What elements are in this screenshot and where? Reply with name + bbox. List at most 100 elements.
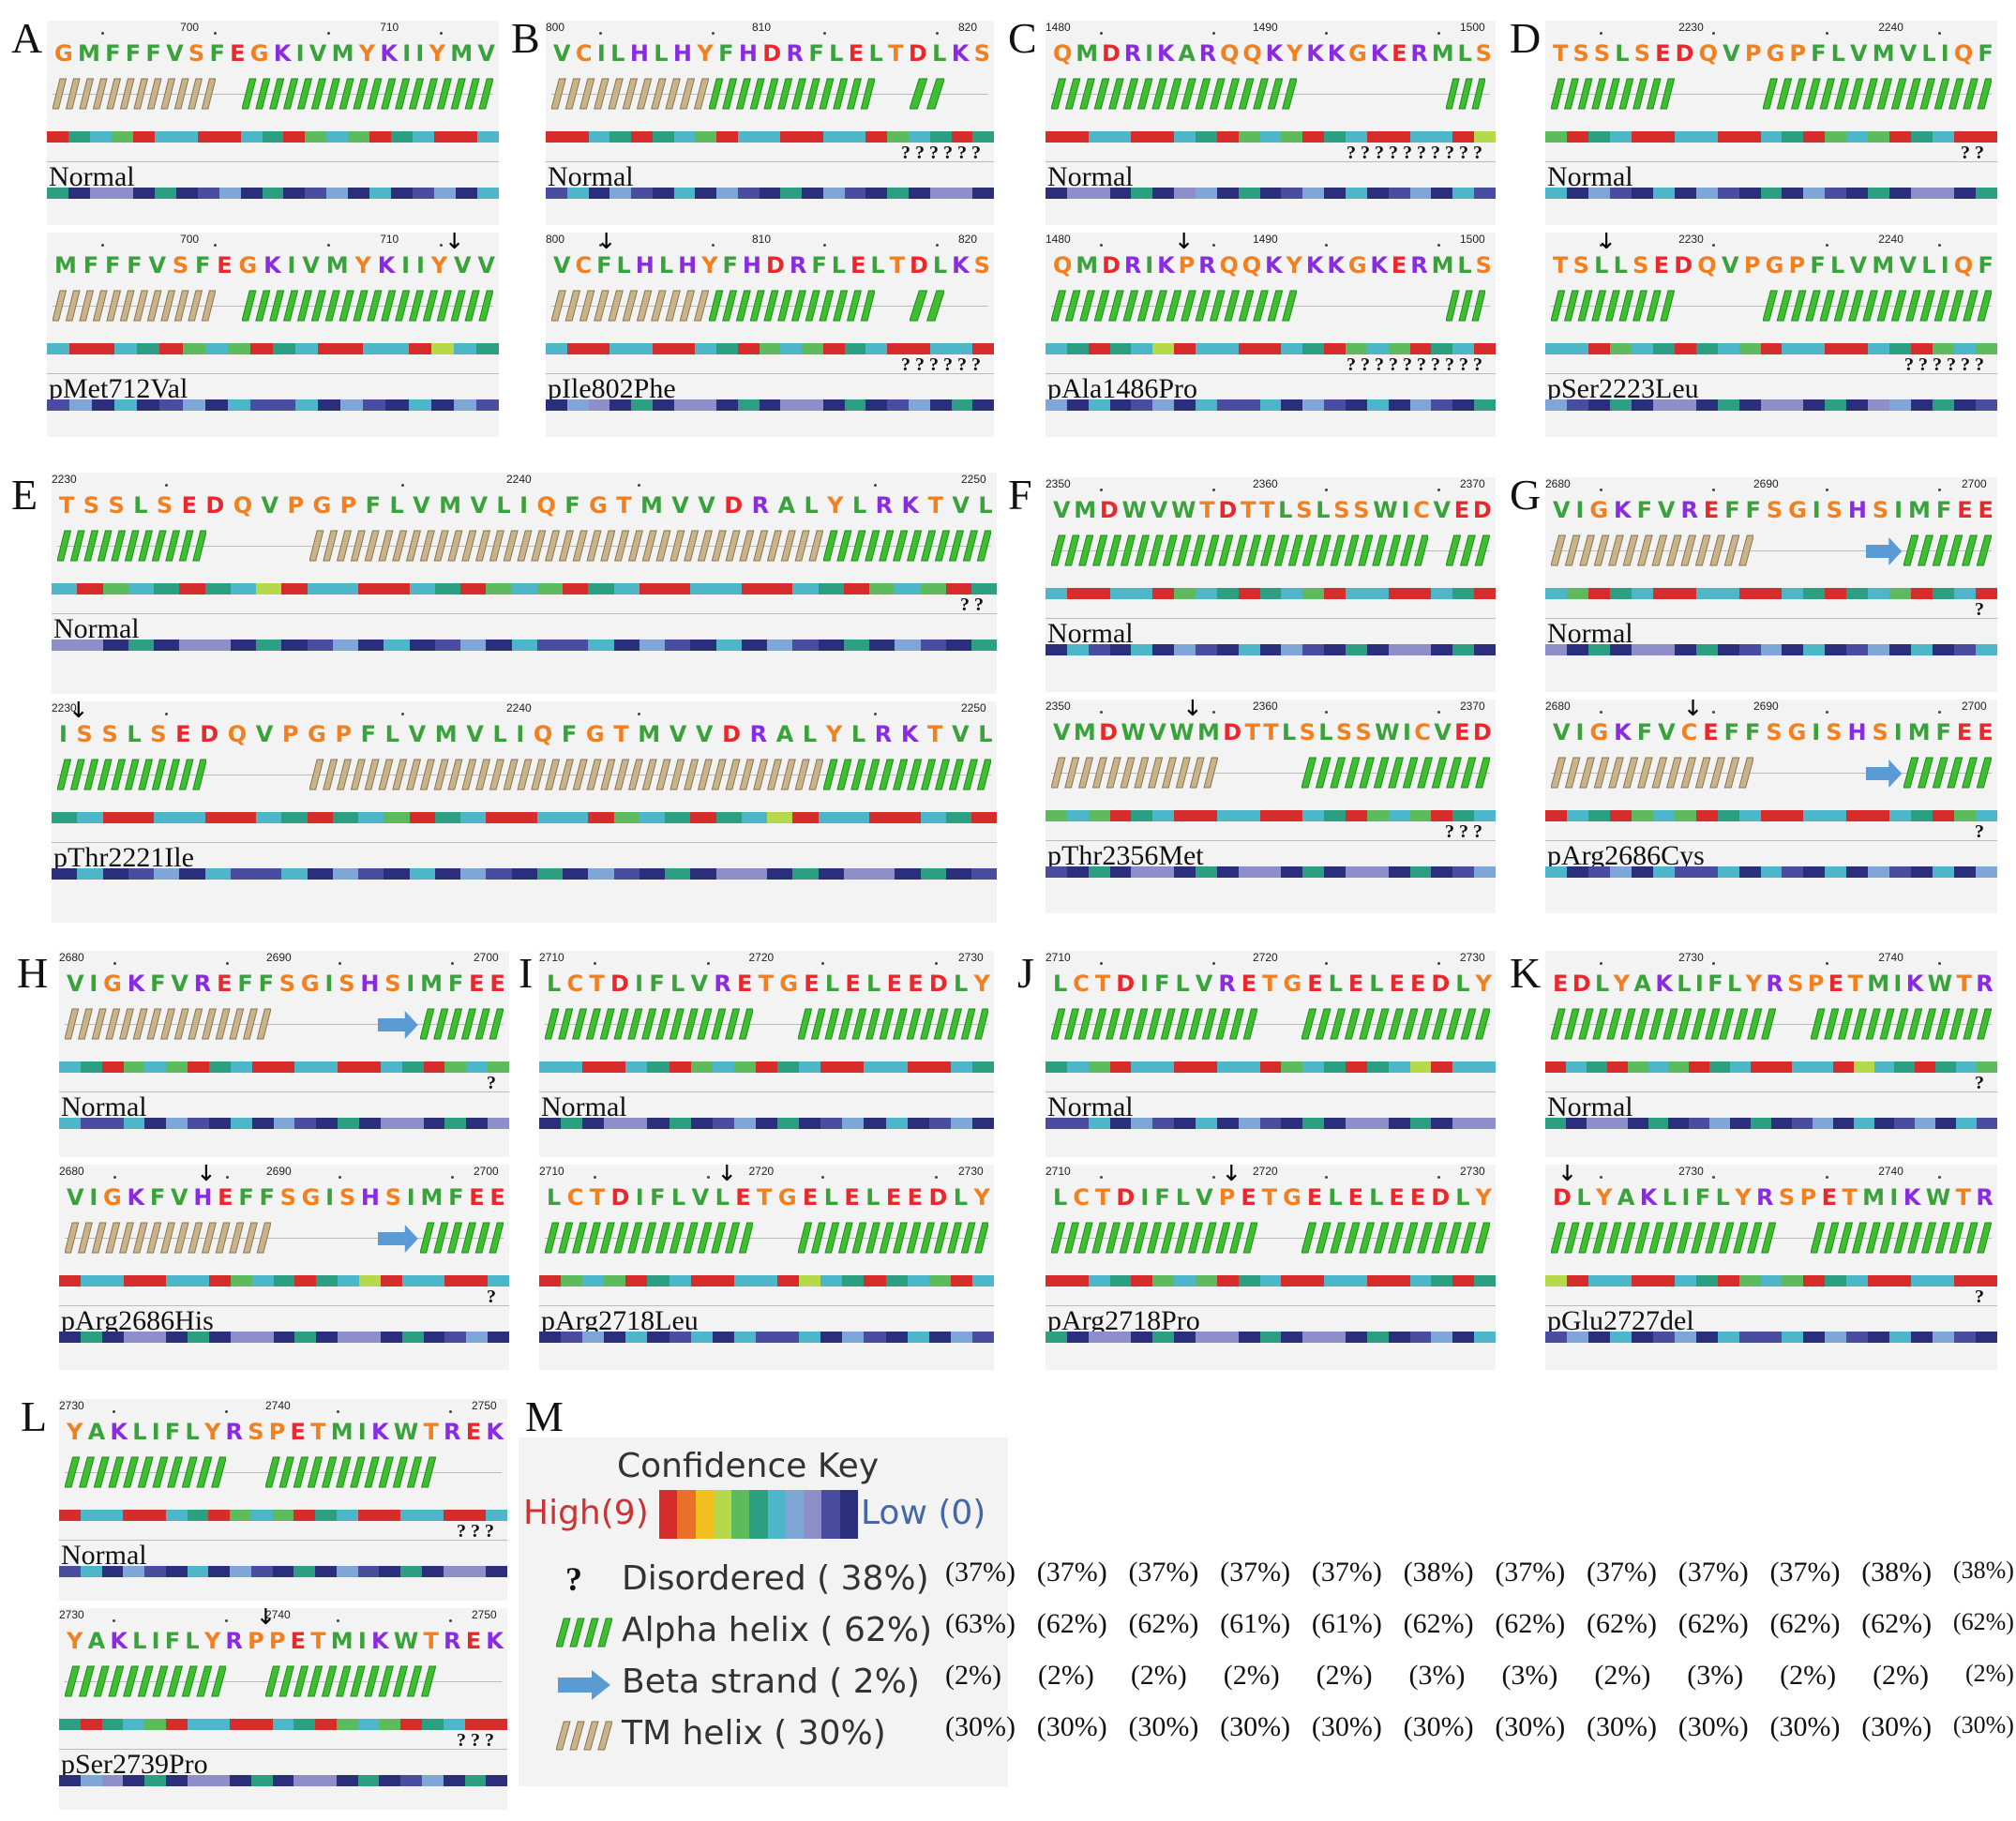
disorder-cell [434,640,460,651]
disorder-cell [408,399,431,411]
disorder-cell [733,1118,756,1129]
disorder-cell [1717,188,1739,199]
disorder-confidence-bar [52,868,997,880]
residue: E [1978,718,1993,745]
residue: I [1893,971,1903,997]
normal-track: 1480 1490 1500 Q M D R I K A R Q Q K Y K K G K E R M L S? ? ? ?… [1046,21,1496,225]
confidence-cell [316,1061,339,1073]
residue: G [1589,497,1609,523]
confidence-cell [434,131,457,143]
residue: Y [973,971,990,997]
confidence-cell [443,1510,465,1521]
confidence-cell [59,1510,81,1521]
alpha-helix [1301,1008,1490,1040]
disorder-cell [1853,1118,1874,1129]
residue: D [1218,497,1238,523]
secondary-structure [545,1221,988,1257]
disorder-cell [188,1331,210,1343]
confidence-cell [251,1274,274,1287]
residue: E [1409,971,1426,997]
disorder-cell [1474,644,1496,655]
disorder-cell [1846,399,1869,411]
variant-label: pSer2223Leu [1547,373,1699,404]
ruler-dot [164,713,168,715]
confidence-cell [1409,1061,1432,1073]
residue: V [466,721,484,747]
ruler-dot [450,962,454,965]
residue: F [722,252,738,278]
confidence-cell [464,1719,487,1730]
ruler-dot [1712,489,1716,491]
disorder-cell [690,640,716,651]
disorder-cell [1474,399,1496,411]
secondary-structure [1551,756,1992,791]
position-tick: 2720 [1253,951,1278,964]
disorder-cell [563,640,589,651]
disorder-cell [604,1331,626,1343]
residue: P [1789,40,1806,67]
residue: D [1223,718,1242,745]
percentage-value: (37%) [1220,1557,1291,1588]
percentage-value: (30%) [1952,1711,2014,1738]
gradient-cell [767,1490,786,1539]
disorder-cell [358,868,384,880]
confidence-cell [1609,809,1632,821]
ruler-dot [224,1410,228,1413]
disorder-confidence-bar [1046,644,1496,655]
disorder-confidence-bar [1545,1118,1997,1129]
confidence-cell [281,583,308,594]
confidence-cell [1174,809,1196,821]
confidence-cell [842,1061,865,1073]
residue: I [415,252,425,278]
alpha-helix [242,78,493,110]
confidence-cell [715,583,742,594]
confidence-cell [759,343,781,354]
disorder-marks: ? ? ? ? ? ? [901,143,981,163]
position-tick: 2700 [1962,699,1987,713]
disorder-cell [1302,1118,1325,1129]
panel-label-l: L [21,1392,48,1440]
residue: R [789,252,807,278]
disorder-cell [1046,644,1067,655]
residue: S [1355,718,1372,745]
confidence-cell [1587,1274,1610,1287]
residue: F [1978,40,1993,67]
position-ruler: 2730 2740 [1545,1165,1997,1183]
confidence-cell [486,1510,507,1521]
disorder-cell [818,868,844,880]
disorder-cell [1825,1331,1847,1343]
disorder-cell [1631,865,1653,878]
disorder-cell [1609,1331,1632,1343]
disorder-cell [1760,399,1783,411]
residue: M [77,40,100,67]
disorder-cell [1545,1331,1567,1343]
disorder-cell [460,868,487,880]
disorder-cell [175,188,198,199]
residue: P [335,721,353,747]
disorder-cell [1652,865,1675,878]
residue: P [1218,1183,1236,1211]
tm-helix [65,1222,271,1253]
coil-line [65,1237,504,1239]
residue: M [1076,252,1099,278]
disorder-cell [165,1566,188,1577]
position-tick: 2730 [59,1608,84,1621]
residue: V [1149,718,1166,745]
confidence-cell [1674,588,1696,599]
residue: F [1636,718,1653,745]
percentage-value: (30%) [1128,1711,1199,1742]
beta-strand [1865,537,1902,565]
normal-label: Normal [1047,618,1134,649]
residue: R [1123,40,1142,67]
gradient-cell [785,1490,805,1539]
normal-track: 2680 2690 2700 V I G K F V R E F F S G I S H S I M F E E? Normal [59,951,509,1157]
ruler-dot [873,713,877,715]
disorder-cell [338,1331,360,1343]
confidence-cell [972,131,994,143]
residue: E [1391,252,1407,278]
confidence-cell [843,812,869,823]
key-alpha-text: Alpha helix ( 62%) [622,1611,933,1649]
confidence-cell [1954,1274,1977,1287]
disorder-cell [159,399,183,411]
